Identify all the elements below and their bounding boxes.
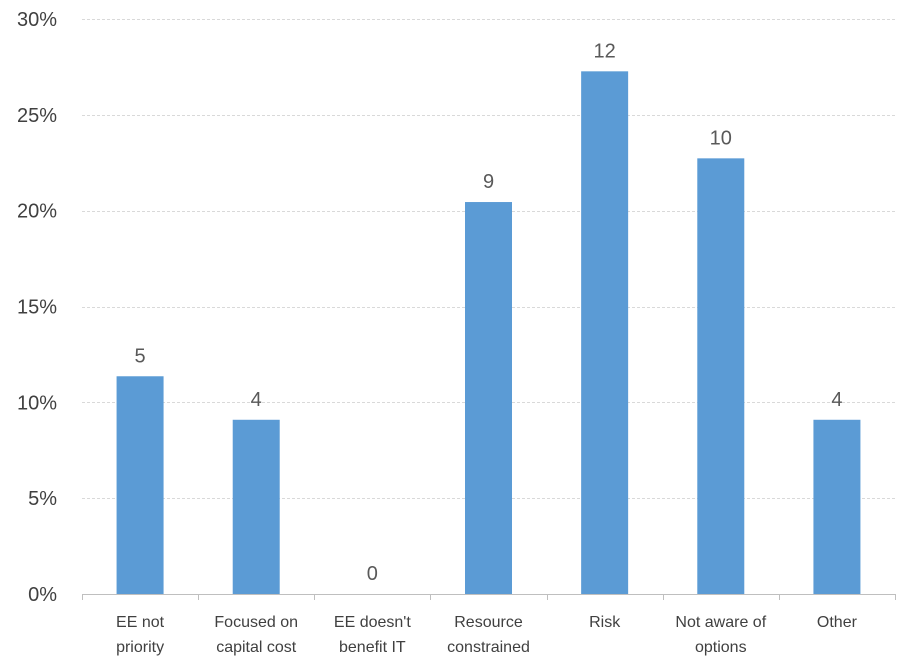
bar bbox=[697, 158, 745, 594]
data-label: 5 bbox=[135, 345, 146, 367]
x-category-label: Other bbox=[817, 614, 858, 631]
y-tick-label: 5% bbox=[28, 488, 57, 510]
bar bbox=[581, 71, 629, 594]
bar bbox=[465, 202, 512, 594]
y-tick-label: 30% bbox=[17, 9, 57, 31]
data-label: 0 bbox=[367, 563, 378, 585]
y-tick-label: 10% bbox=[17, 392, 57, 414]
data-label: 12 bbox=[594, 40, 616, 62]
y-tick-label: 15% bbox=[17, 297, 57, 319]
bars bbox=[116, 71, 861, 594]
labels: 0% 5% 10% 15% 20% 25% 30% 5 4 0 9 12 10 4 EE not priori… bbox=[17, 9, 858, 656]
x-category-label: Focused on capital cost bbox=[214, 614, 298, 656]
bar bbox=[813, 419, 861, 594]
bar bbox=[116, 376, 164, 594]
x-category-label: Resource constrained bbox=[447, 614, 530, 656]
x-category-label: Risk bbox=[589, 614, 621, 631]
x-category-label: EE not priority bbox=[116, 614, 165, 656]
y-tick-label: 25% bbox=[17, 105, 57, 127]
data-label: 4 bbox=[831, 389, 842, 411]
y-tick-label: 20% bbox=[17, 201, 57, 223]
data-label: 4 bbox=[251, 389, 262, 411]
data-label: 10 bbox=[710, 127, 732, 149]
x-category-label: EE doesn't benefit IT bbox=[334, 614, 411, 656]
bar bbox=[232, 419, 280, 594]
x-category-label: Not aware of options bbox=[675, 614, 766, 656]
y-tick-label: 0% bbox=[28, 584, 57, 606]
data-label: 9 bbox=[483, 171, 494, 193]
axes bbox=[82, 594, 896, 600]
